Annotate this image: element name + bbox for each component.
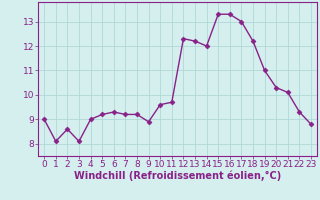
X-axis label: Windchill (Refroidissement éolien,°C): Windchill (Refroidissement éolien,°C) bbox=[74, 171, 281, 181]
